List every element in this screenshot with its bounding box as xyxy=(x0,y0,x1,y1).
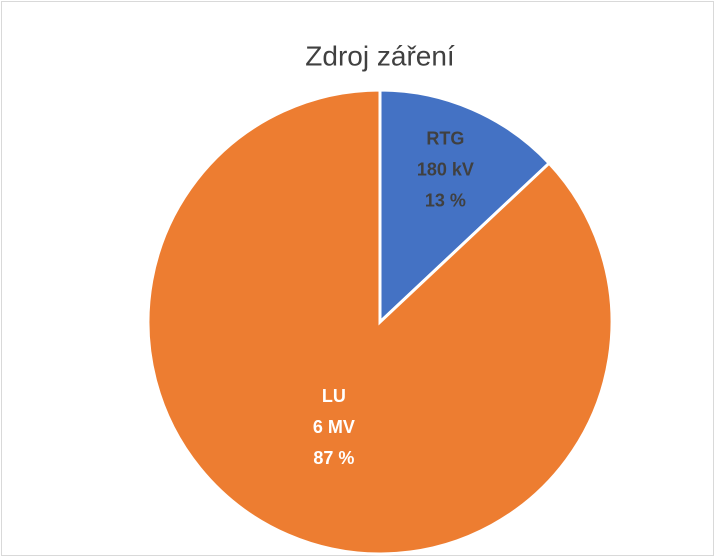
chart-title: Zdroj záření xyxy=(305,40,455,71)
pie-slice xyxy=(146,88,614,556)
data-label: 87 % xyxy=(313,448,354,468)
data-label: 13 % xyxy=(425,191,466,211)
data-label: RTG xyxy=(426,129,464,149)
data-label: 6 MV xyxy=(313,417,355,437)
data-label: 180 kV xyxy=(417,160,474,180)
pie-slice xyxy=(378,88,552,326)
data-label: LU xyxy=(322,386,346,406)
